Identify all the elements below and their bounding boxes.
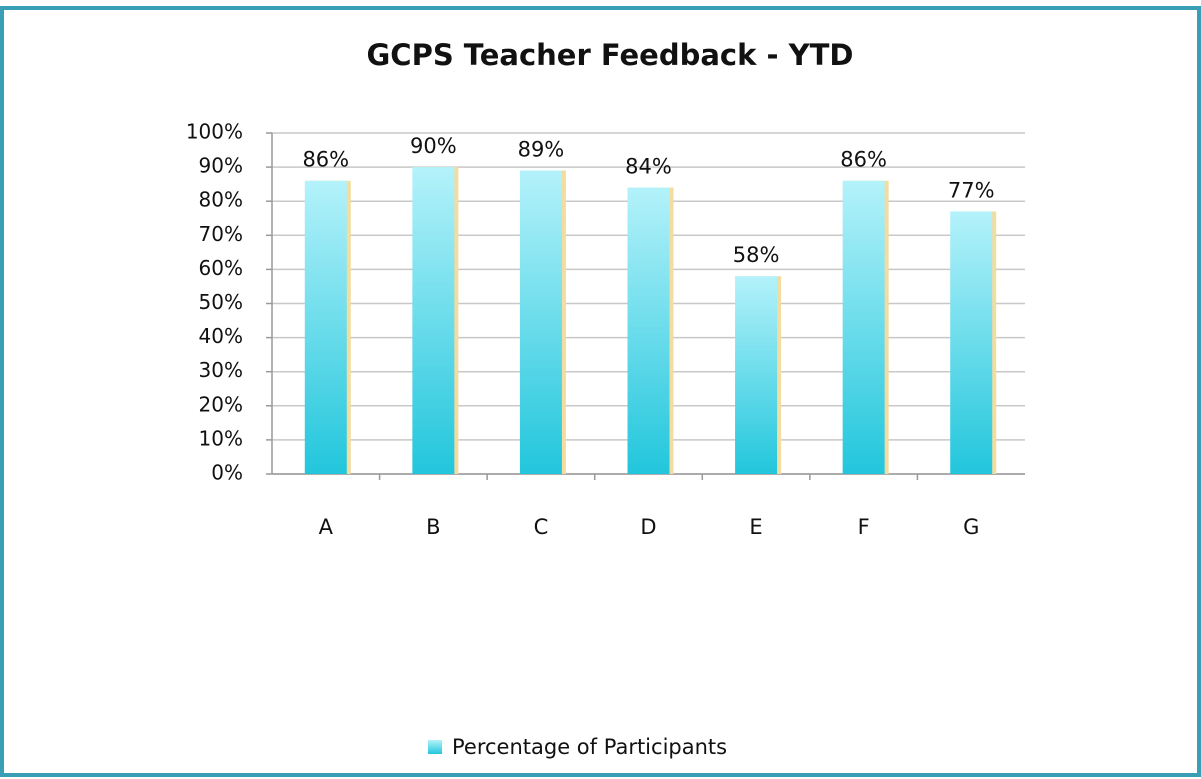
- data-label: 86%: [302, 148, 349, 172]
- y-tick-label: 40%: [199, 324, 243, 348]
- bar: [842, 180, 885, 475]
- y-tick-label: 90%: [199, 154, 243, 178]
- data-label: 89%: [518, 138, 565, 162]
- legend-swatch: [428, 740, 442, 754]
- x-tick-label: C: [534, 515, 549, 539]
- x-tick-label: G: [963, 515, 979, 539]
- bar: [950, 211, 993, 474]
- data-label: 84%: [625, 155, 672, 179]
- y-tick-label: 60%: [199, 256, 243, 280]
- y-tick-label: 30%: [199, 358, 243, 382]
- data-label: 58%: [733, 243, 780, 267]
- data-label: 77%: [948, 178, 995, 202]
- y-tick-label: 100%: [186, 120, 243, 144]
- bar: [735, 276, 778, 474]
- x-tick-label: B: [426, 515, 440, 539]
- y-tick-label: 10%: [199, 426, 243, 450]
- data-label: 90%: [410, 134, 457, 158]
- chart-title: GCPS Teacher Feedback - YTD: [366, 38, 853, 72]
- bar: [304, 180, 347, 475]
- bar: [412, 167, 455, 474]
- x-tick-label: A: [319, 515, 334, 539]
- bar: [627, 187, 670, 474]
- x-tick-label: E: [749, 515, 762, 539]
- bar: [519, 170, 562, 474]
- y-tick-label: 0%: [211, 461, 243, 485]
- y-tick-label: 80%: [199, 188, 243, 212]
- y-tick-label: 20%: [199, 392, 243, 416]
- y-tick-label: 70%: [199, 222, 243, 246]
- x-tick-label: D: [640, 515, 656, 539]
- data-label: 86%: [840, 148, 887, 172]
- legend-label: Percentage of Participants: [452, 735, 727, 759]
- y-tick-label: 50%: [199, 290, 243, 314]
- x-tick-label: F: [858, 515, 870, 539]
- frame: [0, 6, 1201, 777]
